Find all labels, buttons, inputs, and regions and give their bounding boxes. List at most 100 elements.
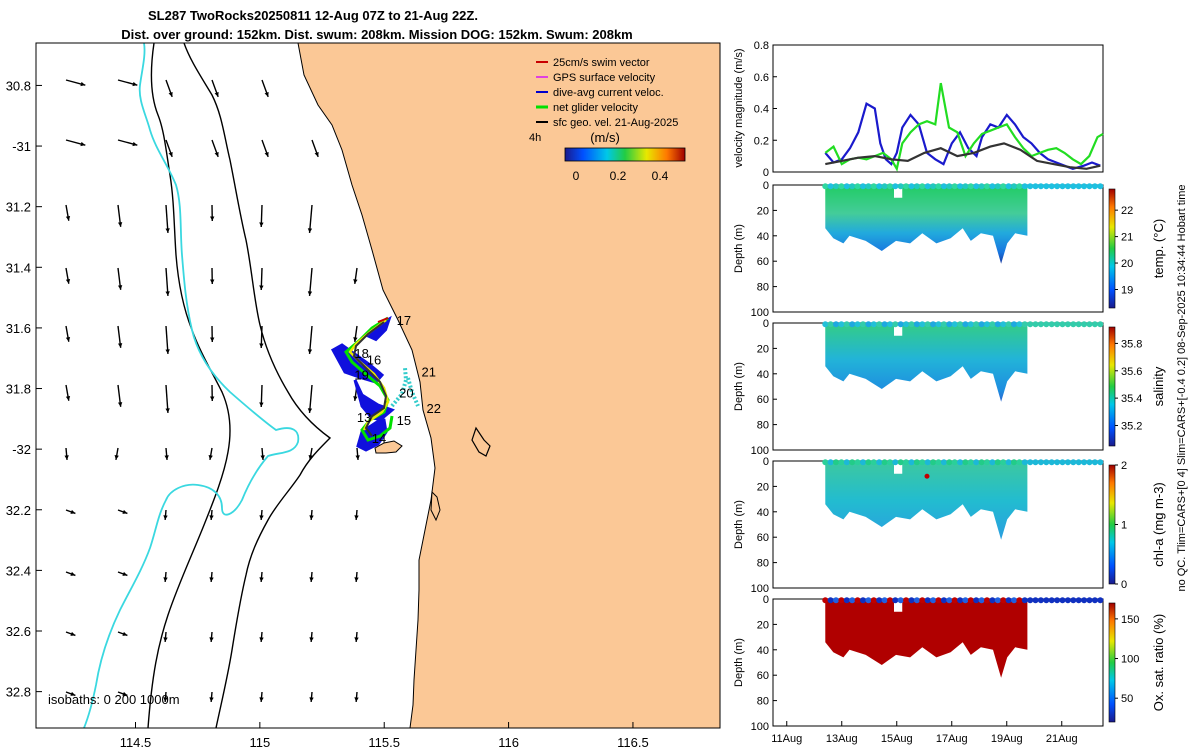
speed-colorbar	[564, 147, 686, 162]
surface-sample-dot	[1016, 183, 1023, 190]
surface-sample-dot	[940, 183, 947, 190]
surface-sample-dot	[1059, 321, 1066, 328]
surface-sample-dot	[1086, 183, 1093, 190]
colorbar-tick-label: 21	[1121, 232, 1133, 244]
geo-velocity-arrowhead	[165, 291, 170, 296]
surface-sample-dot	[989, 321, 996, 328]
geo-velocity-arrow	[165, 267, 169, 296]
surface-sample-dot	[1011, 321, 1017, 328]
surface-sample-dot	[822, 597, 829, 604]
geo-velocity-arrowhead	[209, 697, 214, 702]
map-y-tick-label: 32.2	[6, 503, 31, 518]
surface-sample-dot	[1064, 597, 1071, 604]
colorbar-tick: 0.2	[610, 169, 627, 183]
geo-velocity-arrowhead	[132, 141, 138, 147]
geo-velocity-arrowhead	[209, 515, 214, 520]
surface-sample-dot	[1097, 183, 1104, 190]
map-x-tick-label: 114.5	[120, 735, 152, 750]
depth-tick-label: 40	[757, 369, 769, 381]
surface-sample-dot	[827, 597, 834, 604]
surface-sample-dot	[913, 321, 920, 328]
velocity-series-line	[824, 102, 1101, 170]
surface-sample-dot	[973, 597, 980, 604]
surface-sample-dot	[1043, 321, 1050, 328]
depth-tick-label: 20	[757, 481, 769, 493]
surface-sample-dot	[892, 459, 899, 466]
time-tick-label: 21Aug	[1046, 733, 1078, 745]
surface-sample-dot	[978, 459, 985, 466]
geo-velocity-arrowhead	[309, 637, 314, 642]
geo-velocity-arrowhead	[353, 337, 358, 342]
surface-sample-dot	[1011, 459, 1017, 466]
map-legend: 25cm/s swim vector GPS surface velocity …	[529, 57, 686, 183]
geo-velocity-arrowhead	[122, 691, 128, 696]
surface-sample-dot	[1064, 183, 1071, 190]
depth-tick-label: 100	[751, 445, 769, 457]
surface-sample-dot	[860, 459, 866, 466]
map-y-tick-label: 32.8	[6, 685, 31, 700]
surface-sample-dot	[962, 597, 969, 604]
surface-sample-dot	[897, 459, 904, 466]
section-colorbar	[1108, 326, 1116, 447]
surface-sample-dot	[984, 321, 990, 328]
coastline-contour-0m	[83, 43, 300, 728]
surface-sample-dot	[1000, 459, 1007, 466]
surface-sample-dot	[876, 321, 883, 328]
surface-sample-dot	[1037, 459, 1044, 466]
surface-sample-dot	[897, 321, 904, 328]
geo-velocity-arrowhead	[214, 91, 219, 97]
colorbar-label: chl-a (mg m-3)	[1151, 482, 1166, 567]
surface-sample-dot	[827, 459, 834, 466]
day-label: 14	[372, 431, 386, 446]
geo-velocity-arrowhead	[259, 222, 264, 227]
geo-velocity-arrowhead	[354, 577, 359, 582]
surface-sample-dot	[919, 597, 926, 604]
colorbar-tick-label: 22	[1121, 205, 1133, 217]
island	[374, 440, 403, 454]
surface-sample-dot	[1048, 183, 1055, 190]
surface-sample-dot	[978, 183, 985, 190]
map-y-tick-label: -31	[12, 139, 31, 154]
map-y-tick-label: 32.6	[6, 624, 31, 639]
surface-sample-dot	[994, 183, 1001, 190]
surface-sample-dot	[843, 183, 850, 190]
velocity-ylabel: velocity magnitude (m/s)	[733, 48, 745, 167]
section-fill	[825, 186, 1028, 264]
colorbar-tick-label: 20	[1121, 258, 1133, 270]
processing-note: no QC. Tlim=CARS+[0 4] Slim=CARS+[-0.4 0…	[1176, 185, 1188, 592]
colorbar-tick-label: 150	[1121, 614, 1139, 626]
surface-sample-dot	[838, 321, 845, 328]
geo-velocity-arrowhead	[165, 408, 170, 413]
late-mission-track	[390, 367, 420, 408]
geo-velocity-arrowhead	[210, 396, 215, 401]
surface-sample-dot	[1059, 183, 1066, 190]
surface-sample-dot	[908, 597, 915, 604]
velocity-tick-label: 0.2	[754, 135, 769, 147]
geo-velocity-arrowhead	[264, 151, 269, 157]
surface-sample-dot	[1059, 459, 1066, 466]
surface-sample-dot	[892, 183, 899, 190]
section-fill	[825, 600, 1028, 678]
map-x-tick-label: 115.5	[368, 735, 400, 750]
surface-sample-dot	[903, 459, 910, 466]
island	[430, 490, 441, 522]
geo-velocity-arrowhead	[70, 571, 76, 576]
geo-velocity-arrowhead	[209, 577, 214, 582]
map-y-tick-label: -32	[12, 442, 31, 457]
surface-sample-dot	[1091, 321, 1098, 328]
map-y-tick-label: 31.4	[6, 260, 31, 275]
colorbar-tick-label: 2	[1121, 460, 1127, 472]
surface-sample-dot	[1054, 459, 1061, 466]
section-colorbar	[1108, 188, 1116, 309]
surface-sample-dot	[1070, 597, 1077, 604]
surface-sample-dot	[1086, 597, 1093, 604]
surface-sample-dot	[1075, 459, 1082, 466]
time-tick-label: 17Aug	[936, 733, 968, 745]
map-frame	[35, 42, 721, 729]
surface-sample-dot	[1027, 459, 1034, 466]
surface-sample-dot	[903, 597, 910, 604]
geo-velocity-arrowhead	[307, 349, 313, 354]
geo-velocity-arrowhead	[122, 509, 128, 514]
